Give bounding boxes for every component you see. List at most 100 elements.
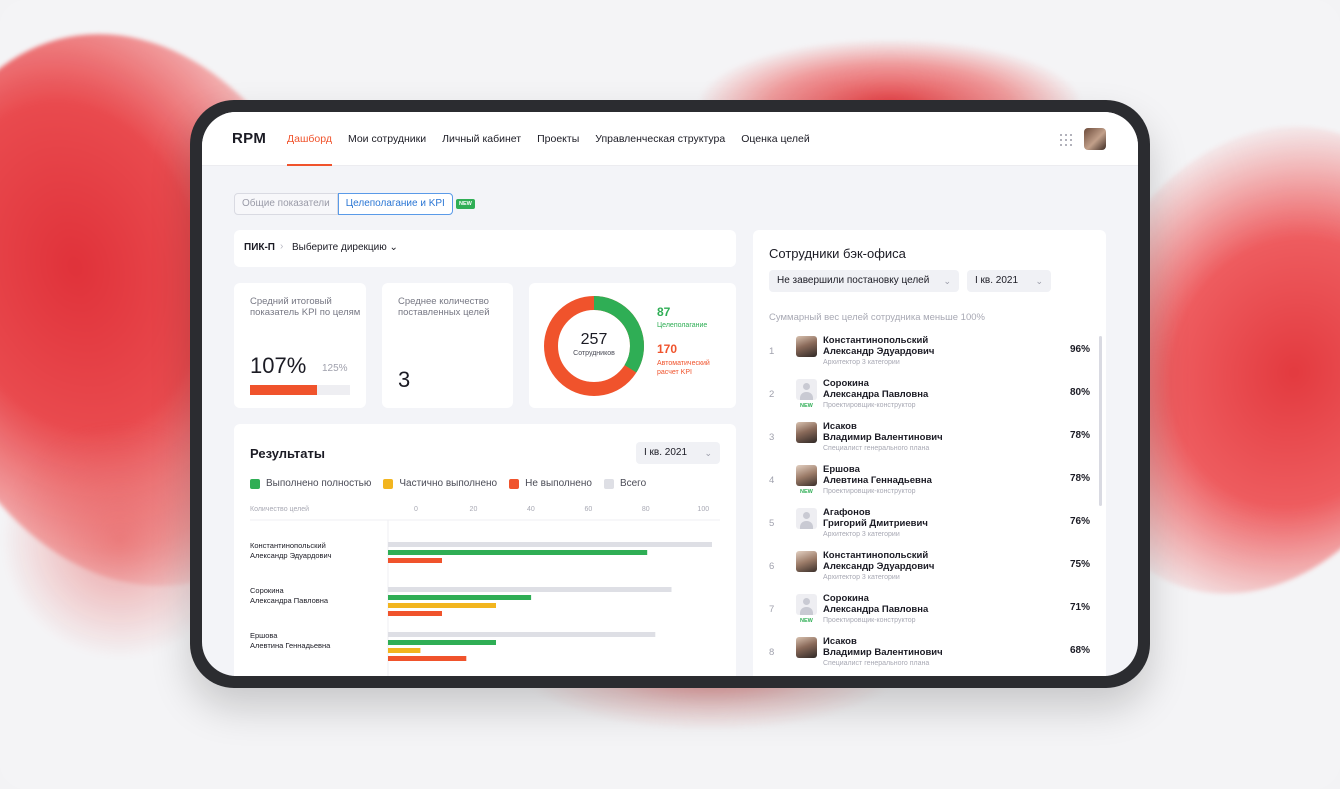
row-number: 3 — [769, 432, 775, 443]
avatar — [796, 637, 817, 658]
category-label: Ершова — [250, 631, 278, 640]
employee-first-name: Алевтина Геннадьевна — [823, 474, 932, 486]
auto-kpi-label: Автоматический расчет KPI — [657, 360, 710, 376]
legend-item[interactable]: Частично выполнено — [383, 478, 497, 489]
avatar — [796, 508, 817, 529]
goal-weight-percent: 71% — [1069, 602, 1090, 613]
employee-first-name: Владимир Валентинович — [823, 431, 943, 443]
employee-first-name: Александра Павловна — [823, 603, 929, 615]
results-period-select[interactable]: I кв. 2021 ⌄ — [636, 442, 720, 464]
breadcrumb-root[interactable]: ПИК-П — [244, 242, 275, 253]
new-badge: NEW — [456, 199, 475, 209]
legend-swatch — [509, 478, 520, 489]
employee-role: Проектировщик-конструктор — [823, 402, 916, 409]
goal-weight-percent: 80% — [1069, 387, 1090, 398]
tablet-frame: RPM Дашборд Мои сотрудники Личный кабинет П… — [190, 100, 1150, 688]
scrollbar[interactable] — [1099, 336, 1102, 506]
nav-item-0[interactable]: Дашборд — [287, 112, 332, 166]
employee-name: Константинопольский Александр Эдуардович — [823, 335, 935, 357]
direction-select[interactable]: Выберите дирекцию ⌄ — [292, 242, 398, 253]
grid-icon[interactable] — [1060, 134, 1072, 146]
employee-role: Архитектор 3 категории — [823, 359, 900, 366]
kpi-label: Среднее количество поставленных целей — [398, 296, 490, 318]
employees-period-select[interactable]: I кв. 2021 ⌄ — [967, 270, 1051, 292]
list-item[interactable]: 7 NEW Сорокина Александра Павловна Проектиро… — [753, 593, 1106, 637]
breadcrumb-separator-icon: › — [280, 241, 284, 252]
bar-2-Частично-выполнено — [388, 648, 421, 653]
row-number: 7 — [769, 604, 775, 615]
bar-1-Частично-выполнено — [388, 603, 496, 608]
legend-label: Частично выполнено — [399, 478, 498, 489]
list-item[interactable]: 3 Исаков Владимир Валентинович Специалист г… — [753, 421, 1106, 465]
app-logo[interactable]: RPM — [232, 130, 267, 147]
nav-item-1[interactable]: Мои сотрудники — [347, 133, 427, 145]
employee-name: Исаков Владимир Валентинович — [823, 636, 943, 658]
results-card: Результаты I кв. 2021 ⌄ Выполнено полнос… — [234, 424, 736, 676]
kpi-target: 125% — [322, 363, 348, 374]
employee-first-name: Александра Павловна — [823, 388, 929, 400]
kpi-card-goals: Среднее количество поставленных целей 3 — [382, 283, 513, 408]
employees-note: Суммарный вес целей сотрудника меньше 10… — [769, 312, 985, 323]
employees-filter-select[interactable]: Не завершили постановку целей ⌄ — [769, 270, 959, 292]
employee-first-name: Александр Эдуардович — [823, 345, 935, 357]
goal-weight-percent: 76% — [1069, 516, 1090, 527]
employee-role: Специалист генерального плана — [823, 445, 930, 452]
select-value: I кв. 2021 — [975, 275, 1019, 286]
goal-weight-percent: 78% — [1069, 473, 1090, 484]
bar-0-Выполнено-полностью — [388, 550, 648, 555]
kpi-card-avg: Средний итоговый показатель KPI по целям… — [234, 283, 366, 408]
employee-role: Проектировщик-конструктор — [823, 488, 916, 495]
avatar[interactable] — [1084, 128, 1106, 150]
tab-goals-kpi[interactable]: Целеполагание и KPI — [337, 193, 453, 215]
view-switcher: Общие показатели Целеполагание и KPI — [234, 193, 453, 215]
nav-item-5[interactable]: Оценка целей — [741, 133, 810, 145]
employee-name: Сорокина Александра Павловна — [823, 378, 929, 400]
select-value: Не завершили постановку целей — [777, 275, 930, 286]
avatar — [796, 336, 817, 357]
legend-label: Всего — [619, 478, 647, 489]
tab-general[interactable]: Общие показатели — [234, 193, 338, 215]
new-badge: NEW — [800, 403, 813, 409]
new-badge: NEW — [800, 618, 813, 624]
employee-first-name: Александр Эдуардович — [823, 560, 935, 572]
kpi-progress-fill — [250, 385, 317, 395]
employee-last-name: Агафонов — [823, 507, 871, 518]
legend-item[interactable]: Всего — [603, 478, 647, 489]
goal-weight-percent: 68% — [1069, 645, 1090, 656]
employee-first-name: Григорий Дмитриевич — [823, 517, 928, 529]
list-item[interactable]: 5 Агафонов Григорий Дмитриевич Архитектор 3… — [753, 507, 1106, 551]
legend-swatch — [383, 478, 394, 489]
employee-last-name: Исаков — [823, 636, 857, 647]
employee-role: Проектировщик-конструктор — [823, 617, 916, 624]
legend-item[interactable]: Выполнено полностью — [250, 478, 371, 489]
legend-item[interactable]: Не выполнено — [509, 478, 592, 489]
bar-1-Всего — [388, 587, 672, 592]
employee-role: Архитектор 3 категории — [823, 574, 900, 581]
category-label: Сорокина — [250, 586, 285, 595]
chevron-down-icon: ⌄ — [704, 448, 712, 458]
list-item[interactable]: 8 Исаков Владимир Валентинович Специалист г… — [753, 636, 1106, 676]
list-item[interactable]: 2 NEW Сорокина Александра Павловна Проектиро… — [753, 378, 1106, 422]
employee-name: Исаков Владимир Валентинович — [823, 421, 943, 443]
employee-last-name: Сорокина — [823, 593, 869, 604]
main-nav: Дашборд Мои сотрудники Личный кабинет Проек… — [287, 112, 826, 166]
x-tick-label: 20 — [470, 506, 478, 513]
kpi-value: 3 — [398, 367, 411, 392]
avatar — [796, 594, 817, 615]
goal-weight-percent: 75% — [1069, 559, 1090, 570]
goal-weight-percent: 96% — [1069, 344, 1090, 355]
row-number: 1 — [769, 346, 775, 357]
category-label: Константинопольский — [250, 541, 326, 550]
list-item[interactable]: 1 Константинопольский Александр Эдуардович… — [753, 335, 1106, 379]
employees-title: Сотрудники бэк-офиса — [769, 246, 906, 261]
avatar — [796, 465, 817, 486]
list-item[interactable]: 6 Константинопольский Александр Эдуардович… — [753, 550, 1106, 594]
avatar — [796, 379, 817, 400]
nav-item-2[interactable]: Личный кабинет — [442, 133, 522, 145]
list-item[interactable]: 4 NEW Ершова Алевтина Геннадьевна Проектиров… — [753, 464, 1106, 508]
nav-item-3[interactable]: Проекты — [537, 133, 580, 145]
nav-item-4[interactable]: Управленческая структура — [595, 133, 726, 145]
x-tick-label: 0 — [414, 506, 418, 513]
employee-name: Сорокина Александра Павловна — [823, 593, 929, 615]
legend-label: Выполнено полностью — [266, 478, 372, 489]
